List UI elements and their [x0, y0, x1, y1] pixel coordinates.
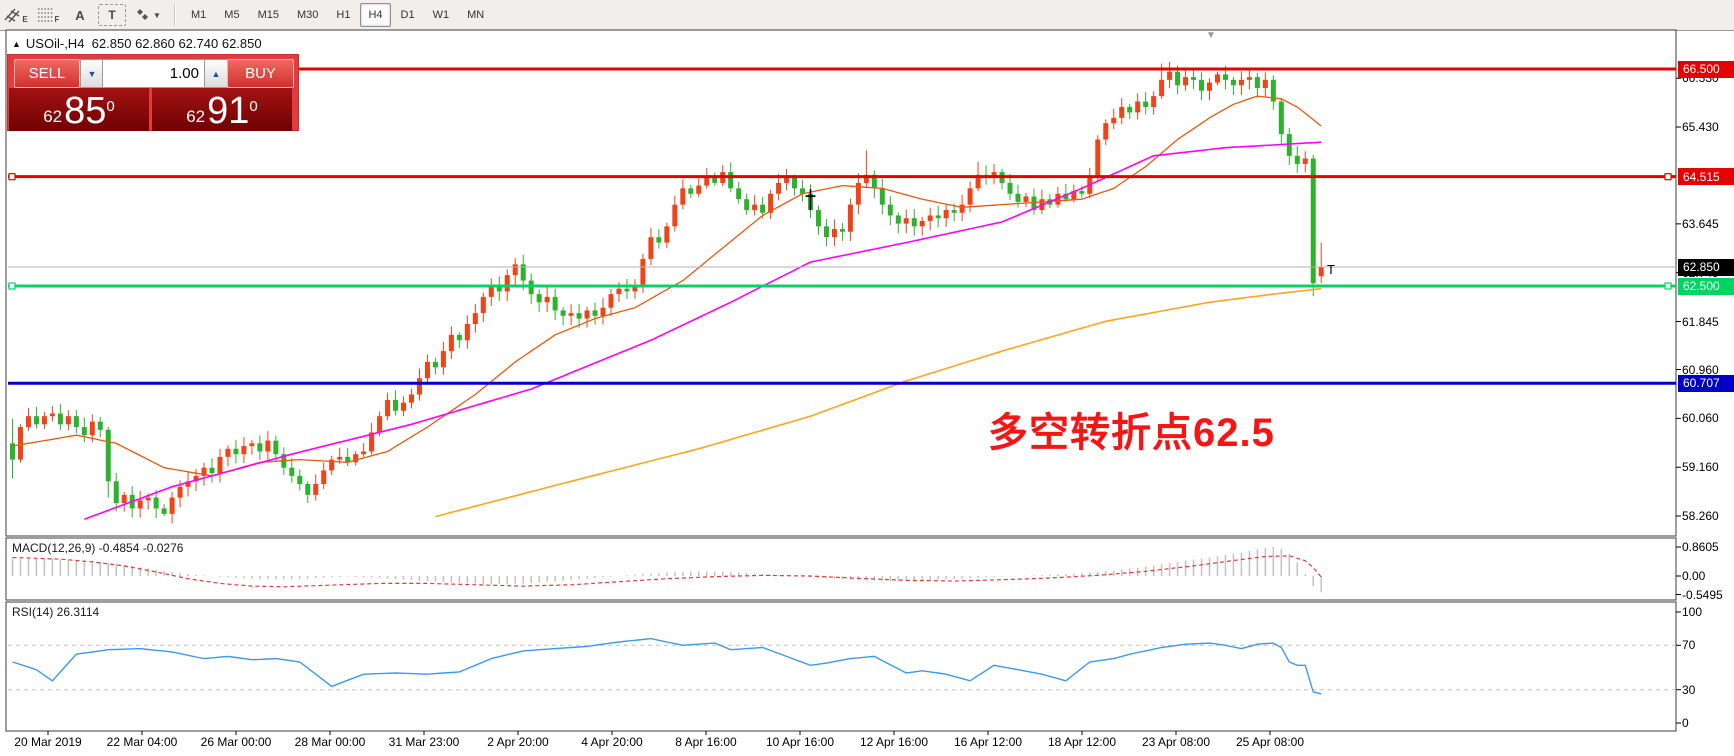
chevron-down-icon: ▼ [153, 10, 161, 20]
text-label-icon: T [108, 8, 116, 22]
volume-decrease-button[interactable]: ▼ [80, 59, 104, 88]
macd-indicator-label: MACD(12,26,9) -0.4854 -0.0276 [12, 541, 184, 555]
time-tick-label: 25 Apr 08:00 [1235, 735, 1305, 749]
buy-price-big: 91 [207, 90, 250, 132]
price-tick-label: 58.260 [1682, 509, 1719, 524]
arrows-tool-button[interactable]: ▼ [130, 2, 166, 28]
time-tick-label: 2 Apr 20:00 [487, 735, 549, 749]
chart-shift-marker-icon[interactable]: ▼ [1206, 30, 1216, 41]
buy-button[interactable]: BUY [227, 59, 294, 88]
rsi-line [12, 637, 1322, 695]
macd-signal-line [12, 555, 1322, 588]
price-tick-label: 60.060 [1682, 411, 1719, 426]
bar-low: 62.740 [178, 36, 219, 51]
price-label-box-60.707: 60.707 [1678, 374, 1734, 392]
timeframe-button-d1[interactable]: D1 [400, 9, 415, 21]
equidistant-channel-icon [4, 8, 20, 23]
text-tool-button[interactable]: A [66, 2, 94, 28]
time-tick-label: 18 Apr 12:00 [1047, 735, 1117, 749]
rsi-tick-label: 70 [1682, 638, 1696, 653]
tool-letter: F [54, 14, 60, 24]
ma-mid-line [84, 141, 1322, 521]
triangle-up-icon: ▲ [211, 68, 221, 79]
macd-tick-label: 0.8605 [1682, 540, 1719, 554]
time-tick-label: 28 Mar 00:00 [294, 735, 366, 749]
timeframe-bar: M1 M5 M15 M30 H1 H4 D1 W1 MN [182, 3, 493, 27]
time-tick-label: 26 Mar 00:00 [200, 735, 272, 749]
timeframe-button-h4[interactable]: H4 [360, 3, 391, 27]
rsi-tick-label: 100 [1682, 605, 1703, 619]
symbol-name: USOil-,H4 [25, 36, 85, 51]
price-label-box-64.515: 64.515 [1678, 168, 1734, 186]
equidistant-channel-tool-button[interactable]: E [2, 2, 30, 28]
time-tick-label: 20 Mar 2019 [14, 735, 82, 749]
bar-close: 62.850 [221, 36, 262, 51]
chart-text-annotation[interactable]: 多空转折点62.5 [988, 411, 1275, 455]
text-cursor-marker: T [1327, 261, 1335, 277]
rsi-tick-label: 0 [1682, 716, 1689, 730]
time-tick-label: 12 Apr 16:00 [859, 735, 929, 749]
arrows-icon [137, 9, 149, 20]
toolbar: E F A T ▼ M1 M5 M15 M30 H1 H4 D1 W1 MN [0, 0, 1734, 31]
ma-slow-line [435, 287, 1322, 518]
symbol-marker-icon: ▲ [12, 39, 21, 49]
sell-price-sup: 0 [106, 98, 115, 115]
sell-button[interactable]: SELL [14, 59, 80, 88]
sell-price-big: 85 [64, 90, 107, 132]
timeframe-button-h1[interactable]: H1 [336, 9, 351, 21]
macd-tick-label: 0.00 [1682, 569, 1706, 583]
rsi-tick-label: 30 [1682, 682, 1696, 697]
macd-histogram-bars [11, 547, 1322, 593]
text-label-tool-button[interactable]: T [98, 4, 126, 26]
timeframe-button-m15[interactable]: M15 [257, 9, 279, 21]
timeframe-button-mn[interactable]: MN [467, 9, 485, 21]
fibonacci-icon [37, 8, 54, 22]
time-tick-label: 31 Mar 23:00 [388, 735, 460, 749]
volume-increase-button[interactable]: ▲ [204, 59, 228, 88]
timeframe-button-m30[interactable]: M30 [296, 9, 319, 21]
timeframe-button-m5[interactable]: M5 [224, 9, 240, 21]
price-tick-label: 65.430 [1682, 120, 1719, 135]
time-tick-label: 23 Apr 08:00 [1141, 735, 1211, 749]
sell-price-base: 62 [43, 107, 63, 126]
bar-high: 62.860 [135, 36, 175, 51]
price-label-box-62.850: 62.850 [1678, 258, 1734, 276]
fibonacci-tool-button[interactable]: F [34, 2, 62, 28]
time-tick-label: 22 Mar 04:00 [106, 735, 178, 749]
price-tick-label: 63.645 [1682, 216, 1719, 231]
text-icon: A [75, 7, 85, 23]
price-tick-label: 60.960 [1682, 362, 1719, 377]
price-tick-label: 59.160 [1682, 460, 1719, 475]
timeframe-button-m1[interactable]: M1 [191, 9, 207, 21]
time-tick-label: 10 Apr 16:00 [765, 735, 835, 749]
buy-price-base: 62 [186, 107, 206, 126]
bar-open: 62.850 [91, 36, 132, 51]
price-label-box-62.500: 62.500 [1678, 277, 1734, 295]
timeframe-button-w1[interactable]: W1 [432, 9, 450, 21]
triangle-down-icon: ▼ [87, 68, 97, 79]
price-label-box-66.500: 66.500 [1678, 60, 1734, 78]
rsi-indicator-label: RSI(14) 26.3114 [12, 605, 100, 619]
macd-tick-label: -0.5495 [1682, 587, 1723, 602]
toolbar-separator [174, 4, 176, 26]
buy-price-display[interactable]: 62 91 0 [152, 88, 292, 131]
time-tick-label: 4 Apr 20:00 [581, 735, 643, 749]
buy-price-sup: 0 [249, 98, 258, 115]
time-tick-label: 16 Apr 12:00 [953, 735, 1023, 749]
tool-letter: E [22, 14, 28, 24]
chart-symbol-header: ▲ USOil-,H4 62.850 62.860 62.740 62.850 [12, 36, 262, 51]
candlestick-series [10, 61, 1324, 524]
sell-price-display[interactable]: 62 85 0 [9, 88, 149, 131]
volume-input[interactable] [102, 59, 206, 88]
price-tick-label: 61.845 [1682, 314, 1719, 329]
time-tick-label: 8 Apr 16:00 [675, 735, 737, 749]
